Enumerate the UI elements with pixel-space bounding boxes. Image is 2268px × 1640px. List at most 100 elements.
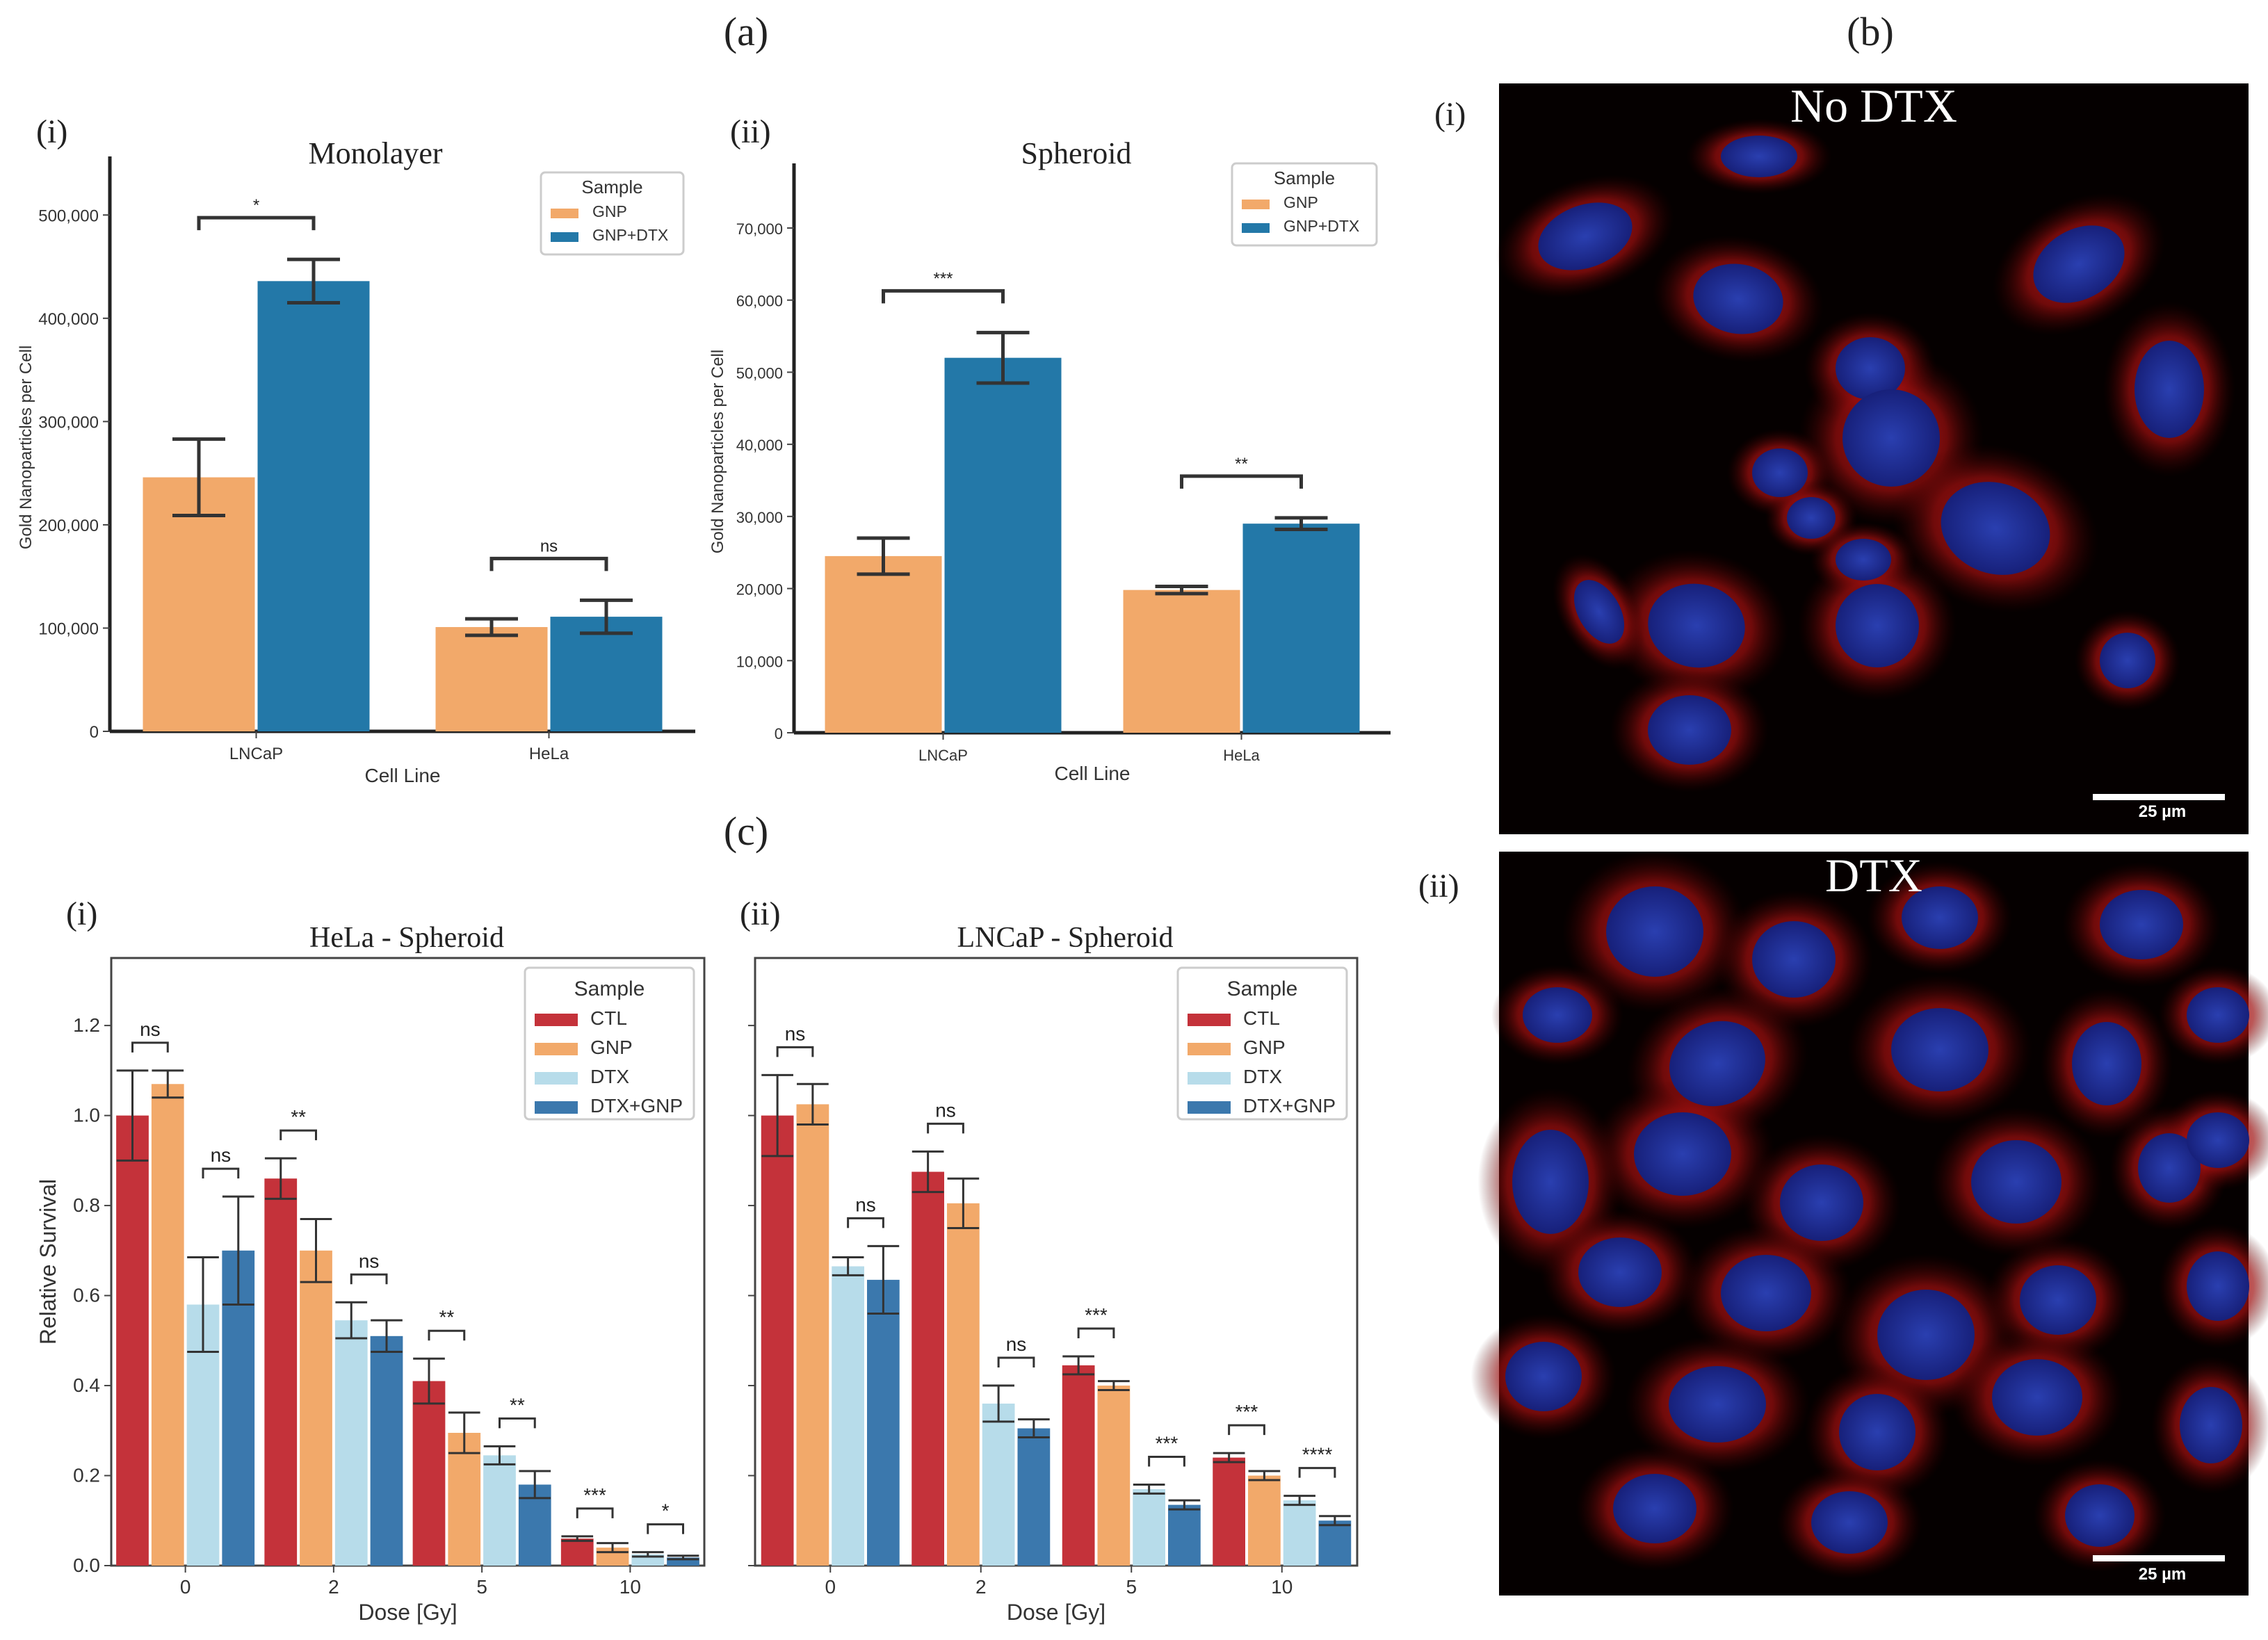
subpanel-label-b-ii: (ii) [1418,868,1459,904]
y-tick-label: 0.0 [73,1554,100,1576]
significance-bracket [499,1417,536,1429]
nucleus [1836,584,1919,667]
bar-gnp-dtx-hela [1242,523,1360,733]
bar-gnp-dtx-lncap [944,357,1062,733]
nucleus [1606,886,1703,977]
significance-label: ns [211,1144,232,1166]
chart-spheroid: 0 10,000 20,000 30,000 40,000 50,000 60,000 70,… [708,136,1391,784]
nucleus [2100,890,2183,959]
x-tick-label: 10 [1271,1576,1293,1598]
nucleus [2135,341,2204,438]
nucleus [1836,539,1891,581]
significance-label: ** [439,1306,454,1328]
bar-ctl-2 [912,1171,944,1566]
significance-label: * [253,196,259,215]
legend-swatch-gnp [551,209,578,218]
bar-gnp-dtx-lncap [257,281,370,732]
subpanel-label-a-i: (i) [36,113,67,150]
nucleus [2180,1387,2242,1463]
significance-label: ns [540,537,558,555]
x-tick-label: HeLa [529,745,569,763]
significance-label: ** [1235,455,1248,473]
x-tick-label: 10 [619,1576,641,1598]
x-tick-label: LNCaP [918,747,968,764]
legend-swatch-gnp [1242,200,1270,209]
nucleus [1578,1237,1662,1307]
y-tick-label: 10,000 [736,653,783,670]
bar-gnp-0 [796,1104,829,1566]
significance-label: ns [359,1250,380,1272]
chart-title: Spheroid [1021,136,1132,170]
micrograph-title-dtx: DTX [1825,849,1922,902]
nucleus [1891,1008,1988,1091]
nucleus [1721,1255,1811,1331]
bar-ctl-5 [412,1381,446,1566]
y-tick-label: 30,000 [736,509,783,526]
nucleus [1669,1366,1766,1443]
micrograph-no-dtx [1496,83,2249,834]
legend-swatch-gnp [535,1043,578,1055]
legend-swatch-ctl [1188,1014,1231,1026]
chart-monolayer: 0 100,000 200,000 300,000 400,000 500,000 LNCa… [17,136,695,786]
significance-label: *** [933,269,953,288]
y-tick-label: 0.8 [73,1194,100,1216]
nucleus [1648,583,1745,668]
bar-gnp-2 [947,1203,980,1566]
significance-label: ns [855,1194,876,1215]
nucleus [1752,921,1836,998]
scale-bar-bottom [2093,1555,2225,1561]
scale-label-bottom: 25 µm [2139,1565,2187,1584]
significance-bracket [1298,1467,1336,1478]
y-tick-label: 50,000 [736,364,783,382]
significance-bracket [1148,1455,1185,1467]
chart-hela_spheroid: 0.00.20.40.60.81.01.20 2 5 10nsns**ns******… [35,922,706,1625]
legend-title: Sample [574,977,645,1000]
bar-ctl-0 [761,1115,794,1566]
bar-gnp-lncap [143,477,255,731]
y-tick-label: 400,000 [38,310,99,329]
bar-gnp-hela [435,626,548,731]
nucleus [1573,580,1625,644]
nucleus [1842,389,1940,487]
significance-bracket [776,1046,814,1057]
plot-frame [110,957,706,1567]
legend: Sample GNP GNP+DTX [1231,162,1378,247]
significance-bracket [1180,474,1303,489]
panel-label-c: (c) [724,809,768,854]
bar-dtx-gnp-5 [1168,1504,1201,1566]
nucleus [1971,1140,2062,1224]
y-tick-label: 40,000 [736,437,783,454]
nucleus [2187,1112,2249,1168]
nucleus [2033,225,2125,303]
significance-label: ** [291,1106,306,1128]
y-tick-label: 0.4 [73,1374,100,1396]
nucleus [1941,482,2050,575]
chart-title: Monolayer [308,136,442,170]
y-tick-label: 0.6 [73,1285,100,1306]
significance-label: *** [1236,1401,1258,1422]
nucleus [1902,886,1978,949]
bar-gnp-lncap [825,555,942,733]
significance-bracket [489,556,608,571]
panel-label-b: (b) [1847,9,1894,54]
subpanel-label-a-ii: (ii) [730,113,771,150]
nucleus [1634,1112,1731,1196]
significance-label: ns [140,1018,161,1040]
y-tick-label: 0 [90,723,99,742]
significance-bracket [927,1122,964,1134]
bar-ctl-2 [264,1178,298,1566]
significance-bracket [1077,1327,1115,1338]
significance-bracket [997,1356,1035,1368]
y-tick-label: 100,000 [38,619,99,638]
y-tick-label: 200,000 [38,517,99,535]
significance-label: *** [583,1484,606,1506]
subpanel-label-c-ii: (ii) [740,895,781,932]
legend-swatch-dtx-gnp [535,1101,578,1114]
nucleus [2187,987,2249,1043]
chart-title: HeLa - Spheroid [309,922,504,954]
significance-label: ** [510,1394,525,1415]
legend-label: CTL [590,1007,627,1029]
significance-bracket [647,1523,684,1534]
